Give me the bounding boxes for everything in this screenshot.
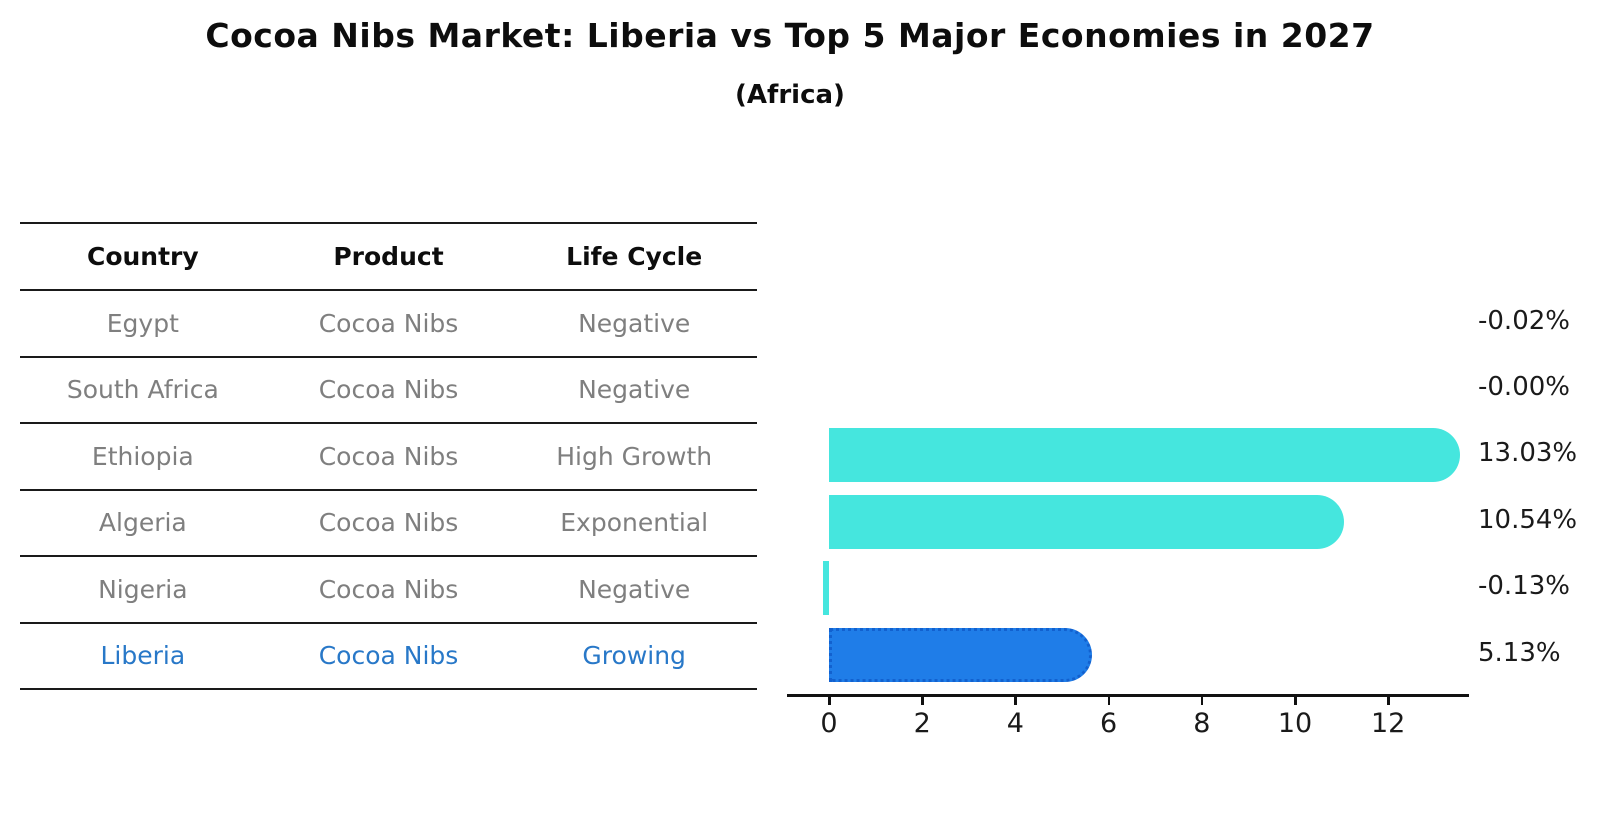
country-table: Country Product Life Cycle Egypt Cocoa Ni… [20, 222, 757, 690]
x-axis-tick-12 [1387, 696, 1390, 705]
value-label-algeria: 10.54% [1478, 504, 1578, 535]
table-row-ethiopia: Ethiopia Cocoa Nibs High Growth [20, 424, 757, 491]
x-axis-ticklabel-4: 4 [1006, 708, 1024, 739]
bar-liberia [829, 627, 1093, 682]
bar-algeria [829, 494, 1345, 549]
value-label-ethiopia: 13.03% [1478, 438, 1578, 469]
x-axis-ticklabel-12: 12 [1371, 708, 1406, 739]
x-axis-ticklabel-6: 6 [1100, 708, 1118, 739]
table-row-algeria: Algeria Cocoa Nibs Exponential [20, 491, 757, 557]
value-label-south-africa: -0.00% [1478, 371, 1570, 402]
cell-product: Cocoa Nibs [318, 375, 459, 405]
x-axis-tick-4 [1014, 696, 1017, 705]
cell-product: Cocoa Nibs [318, 641, 459, 671]
table-row-liberia: Liberia Cocoa Nibs Growing [20, 624, 757, 690]
table-row-nigeria: Nigeria Cocoa Nibs Negative [20, 557, 757, 624]
x-axis-ticklabel-10: 10 [1277, 708, 1313, 739]
cell-product: Cocoa Nibs [318, 508, 459, 538]
x-axis-tick-0 [828, 696, 831, 705]
table-body: Egypt Cocoa Nibs Negative South Africa Cocoa… [20, 291, 757, 690]
value-label-liberia: 5.13% [1478, 637, 1561, 668]
cell-life-cycle: High Growth [556, 441, 713, 471]
column-header-country: Country [86, 242, 199, 271]
cell-life-cycle: Negative [578, 375, 691, 405]
cell-country: Ethiopia [91, 441, 194, 471]
x-axis-tick-8 [1200, 696, 1204, 705]
cell-life-cycle: Negative [578, 308, 691, 338]
cell-product: Cocoa Nibs [318, 308, 459, 338]
table-row-egypt: Egypt Cocoa Nibs Negative [20, 291, 757, 358]
column-header-product: Product [333, 242, 444, 271]
x-axis-tick-2 [921, 696, 924, 705]
table-row-south-africa: South Africa Cocoa Nibs Negative [20, 358, 757, 424]
x-axis-ticklabel-2: 2 [913, 708, 931, 739]
table-header-row: Country Product Life Cycle [20, 224, 757, 291]
x-axis-line [787, 694, 1469, 697]
x-axis-tick-6 [1107, 696, 1111, 705]
x-axis-tick-10 [1294, 696, 1297, 705]
cell-life-cycle: Negative [578, 574, 691, 604]
cell-country: South Africa [66, 375, 219, 405]
x-axis-ticklabel-0: 0 [820, 708, 838, 739]
cell-country: Nigeria [98, 574, 188, 604]
x-axis-ticklabel-8: 8 [1193, 708, 1211, 739]
column-header-life-cycle: Life Cycle [566, 242, 703, 271]
value-label-nigeria: -0.13% [1478, 571, 1570, 602]
cell-country: Egypt [106, 308, 179, 338]
cell-product: Cocoa Nibs [318, 441, 459, 471]
chart-subtitle: (Africa) [735, 80, 845, 110]
value-label-egypt: -0.02% [1478, 305, 1570, 336]
bar-nigeria [822, 561, 829, 616]
cell-product: Cocoa Nibs [318, 574, 459, 604]
bar-ethiopia [829, 428, 1461, 483]
chart-title: Cocoa Nibs Market: Liberia vs Top 5 Majo… [205, 16, 1375, 55]
cell-country: Liberia [100, 641, 186, 671]
cell-country: Algeria [98, 508, 187, 538]
cell-life-cycle: Exponential [560, 508, 709, 538]
cell-life-cycle: Growing [582, 641, 686, 671]
